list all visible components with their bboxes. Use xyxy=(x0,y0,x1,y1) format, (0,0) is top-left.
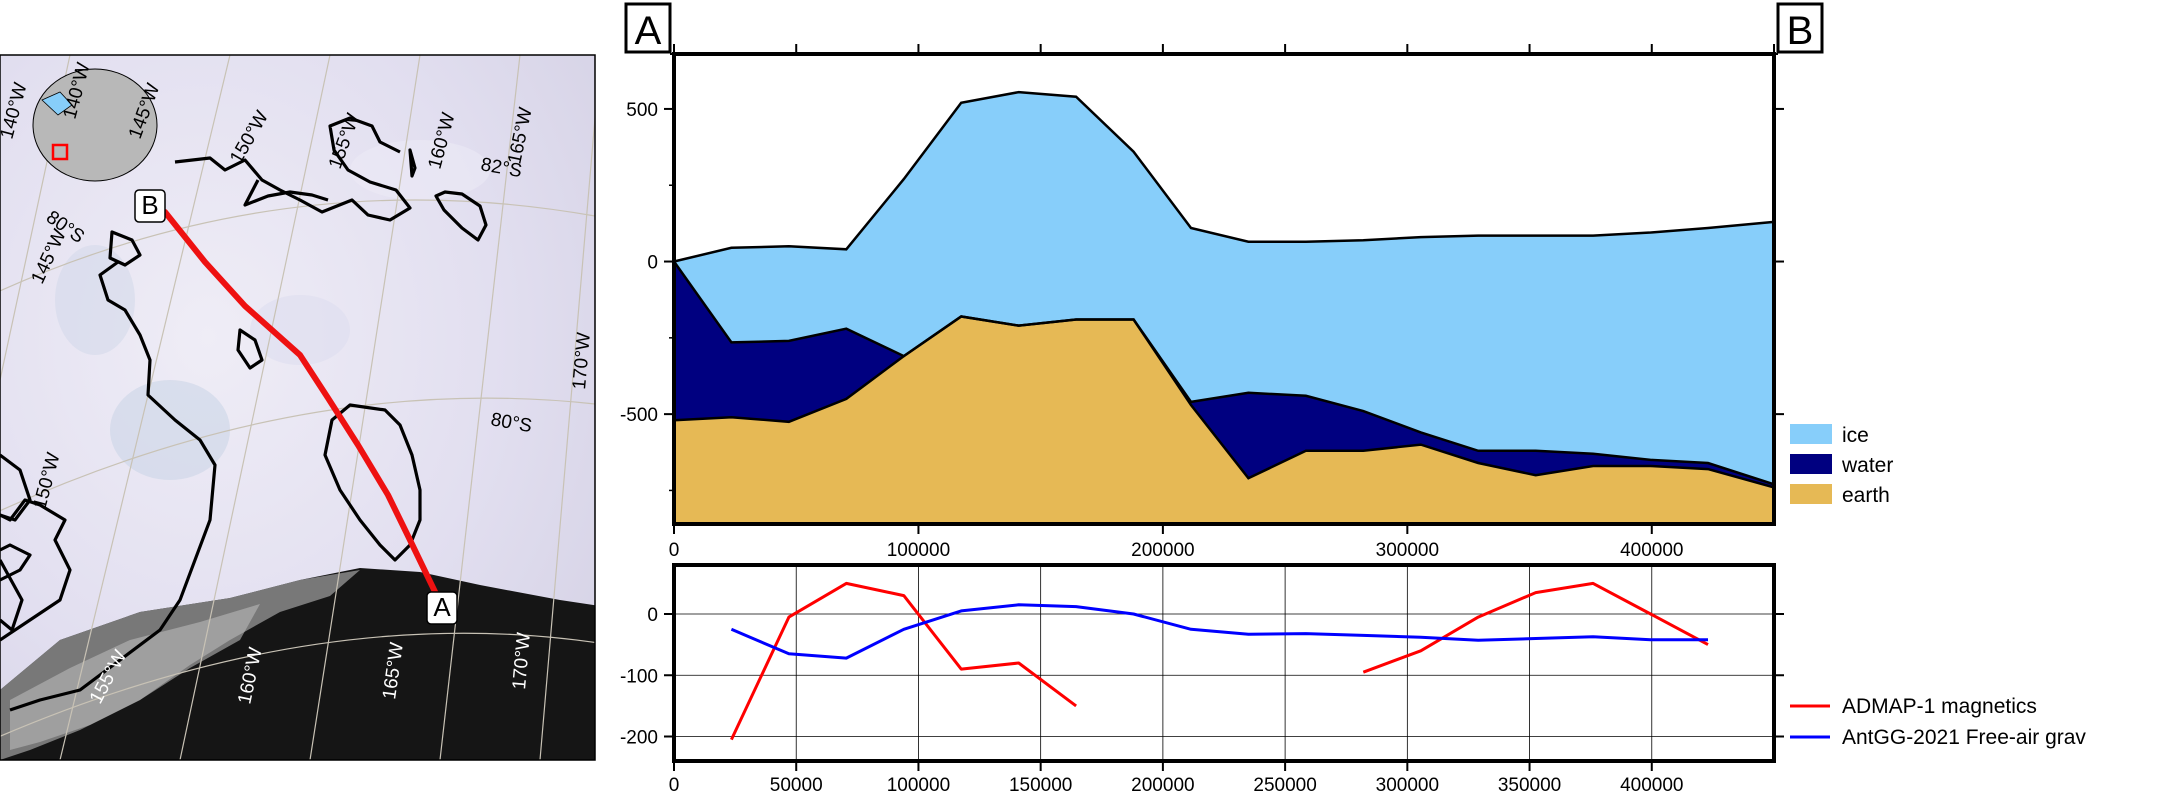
legend-label: AntGG-2021 Free-air grav xyxy=(1842,726,2086,749)
legend-swatch-water xyxy=(1790,454,1832,474)
x-tick-label: 0 xyxy=(669,540,680,561)
sea-ice-pack xyxy=(10,604,260,750)
x-tick-label: 50000 xyxy=(770,775,823,796)
lon-label: 170°W xyxy=(509,632,535,691)
x-tick-label: 150000 xyxy=(1009,775,1072,796)
y-tick-label: 500 xyxy=(626,100,658,121)
svg-text:B: B xyxy=(1787,9,1814,53)
bed-surface-line xyxy=(673,315,1775,489)
profile-line-ab xyxy=(162,209,441,601)
x-tick-label: 350000 xyxy=(1498,775,1561,796)
x-tick-label: 0 xyxy=(669,775,680,796)
y-tick-label: 0 xyxy=(647,253,658,274)
x-tick-label: 300000 xyxy=(1376,540,1439,561)
y-tick-label: 0 xyxy=(647,605,658,626)
coastlines xyxy=(0,116,488,712)
y-tick-label: -200 xyxy=(620,728,658,749)
series-line-magnetics xyxy=(1362,581,1709,674)
legend-swatch-ice xyxy=(1790,424,1832,444)
x-tick-label: 400000 xyxy=(1620,775,1683,796)
profile-label-a: A xyxy=(426,591,458,625)
legend-label: ADMAP-1 magnetics xyxy=(1842,695,2037,718)
top-axis-label-b: B xyxy=(1776,2,1824,54)
svg-text:B: B xyxy=(141,190,158,220)
lon-label: 170°W xyxy=(569,332,595,391)
ice-surface-line xyxy=(673,90,1775,263)
x-tick-label: 200000 xyxy=(1131,540,1194,561)
ice-layer-area xyxy=(674,92,1774,485)
water-layer-area xyxy=(674,261,1774,488)
inset-overview-map xyxy=(32,68,158,182)
svg-text:A: A xyxy=(433,592,451,622)
cross-section-top-axis: A B xyxy=(624,2,1824,55)
y-tick-label: -100 xyxy=(620,666,658,687)
ice-base-line xyxy=(672,260,1775,486)
legend-label-ice: ice xyxy=(1842,424,1869,447)
profile-line-chart: 0 -100 -200 0 50000 100000 150000 200000 250000 3… xyxy=(620,563,2086,796)
top-axis-label-a: A xyxy=(624,2,672,54)
x-tick-label: 400000 xyxy=(1620,540,1683,561)
map-frame xyxy=(0,54,596,761)
location-map: B A 80°S 82°S 80°S 140°W 145°W 150°W 155… xyxy=(0,54,596,761)
y-tick-label: -500 xyxy=(620,405,658,426)
series-line-magnetics xyxy=(730,581,1077,741)
legend-label-water: water xyxy=(1841,454,1893,477)
svg-text:A: A xyxy=(635,9,662,53)
inset-location-box xyxy=(51,143,69,161)
earth-layer-area xyxy=(674,316,1774,524)
profile-label-b: B xyxy=(134,189,166,223)
series-line-gravity xyxy=(730,603,1708,660)
inset-ross-ice-shelf xyxy=(41,91,73,116)
profile-chart-frame xyxy=(672,563,1776,763)
cross-section-chart: 500 0 -500 0 100000 200000 300000 400000 ice wate… xyxy=(620,52,1893,561)
legend-label-earth: earth xyxy=(1842,484,1890,507)
x-tick-label: 100000 xyxy=(887,540,950,561)
legend-swatch-earth xyxy=(1790,484,1832,504)
x-tick-label: 250000 xyxy=(1253,775,1316,796)
x-tick-label: 100000 xyxy=(887,775,950,796)
x-tick-label: 200000 xyxy=(1131,775,1194,796)
x-tick-label: 300000 xyxy=(1376,775,1439,796)
cross-section-frame xyxy=(672,52,1776,526)
